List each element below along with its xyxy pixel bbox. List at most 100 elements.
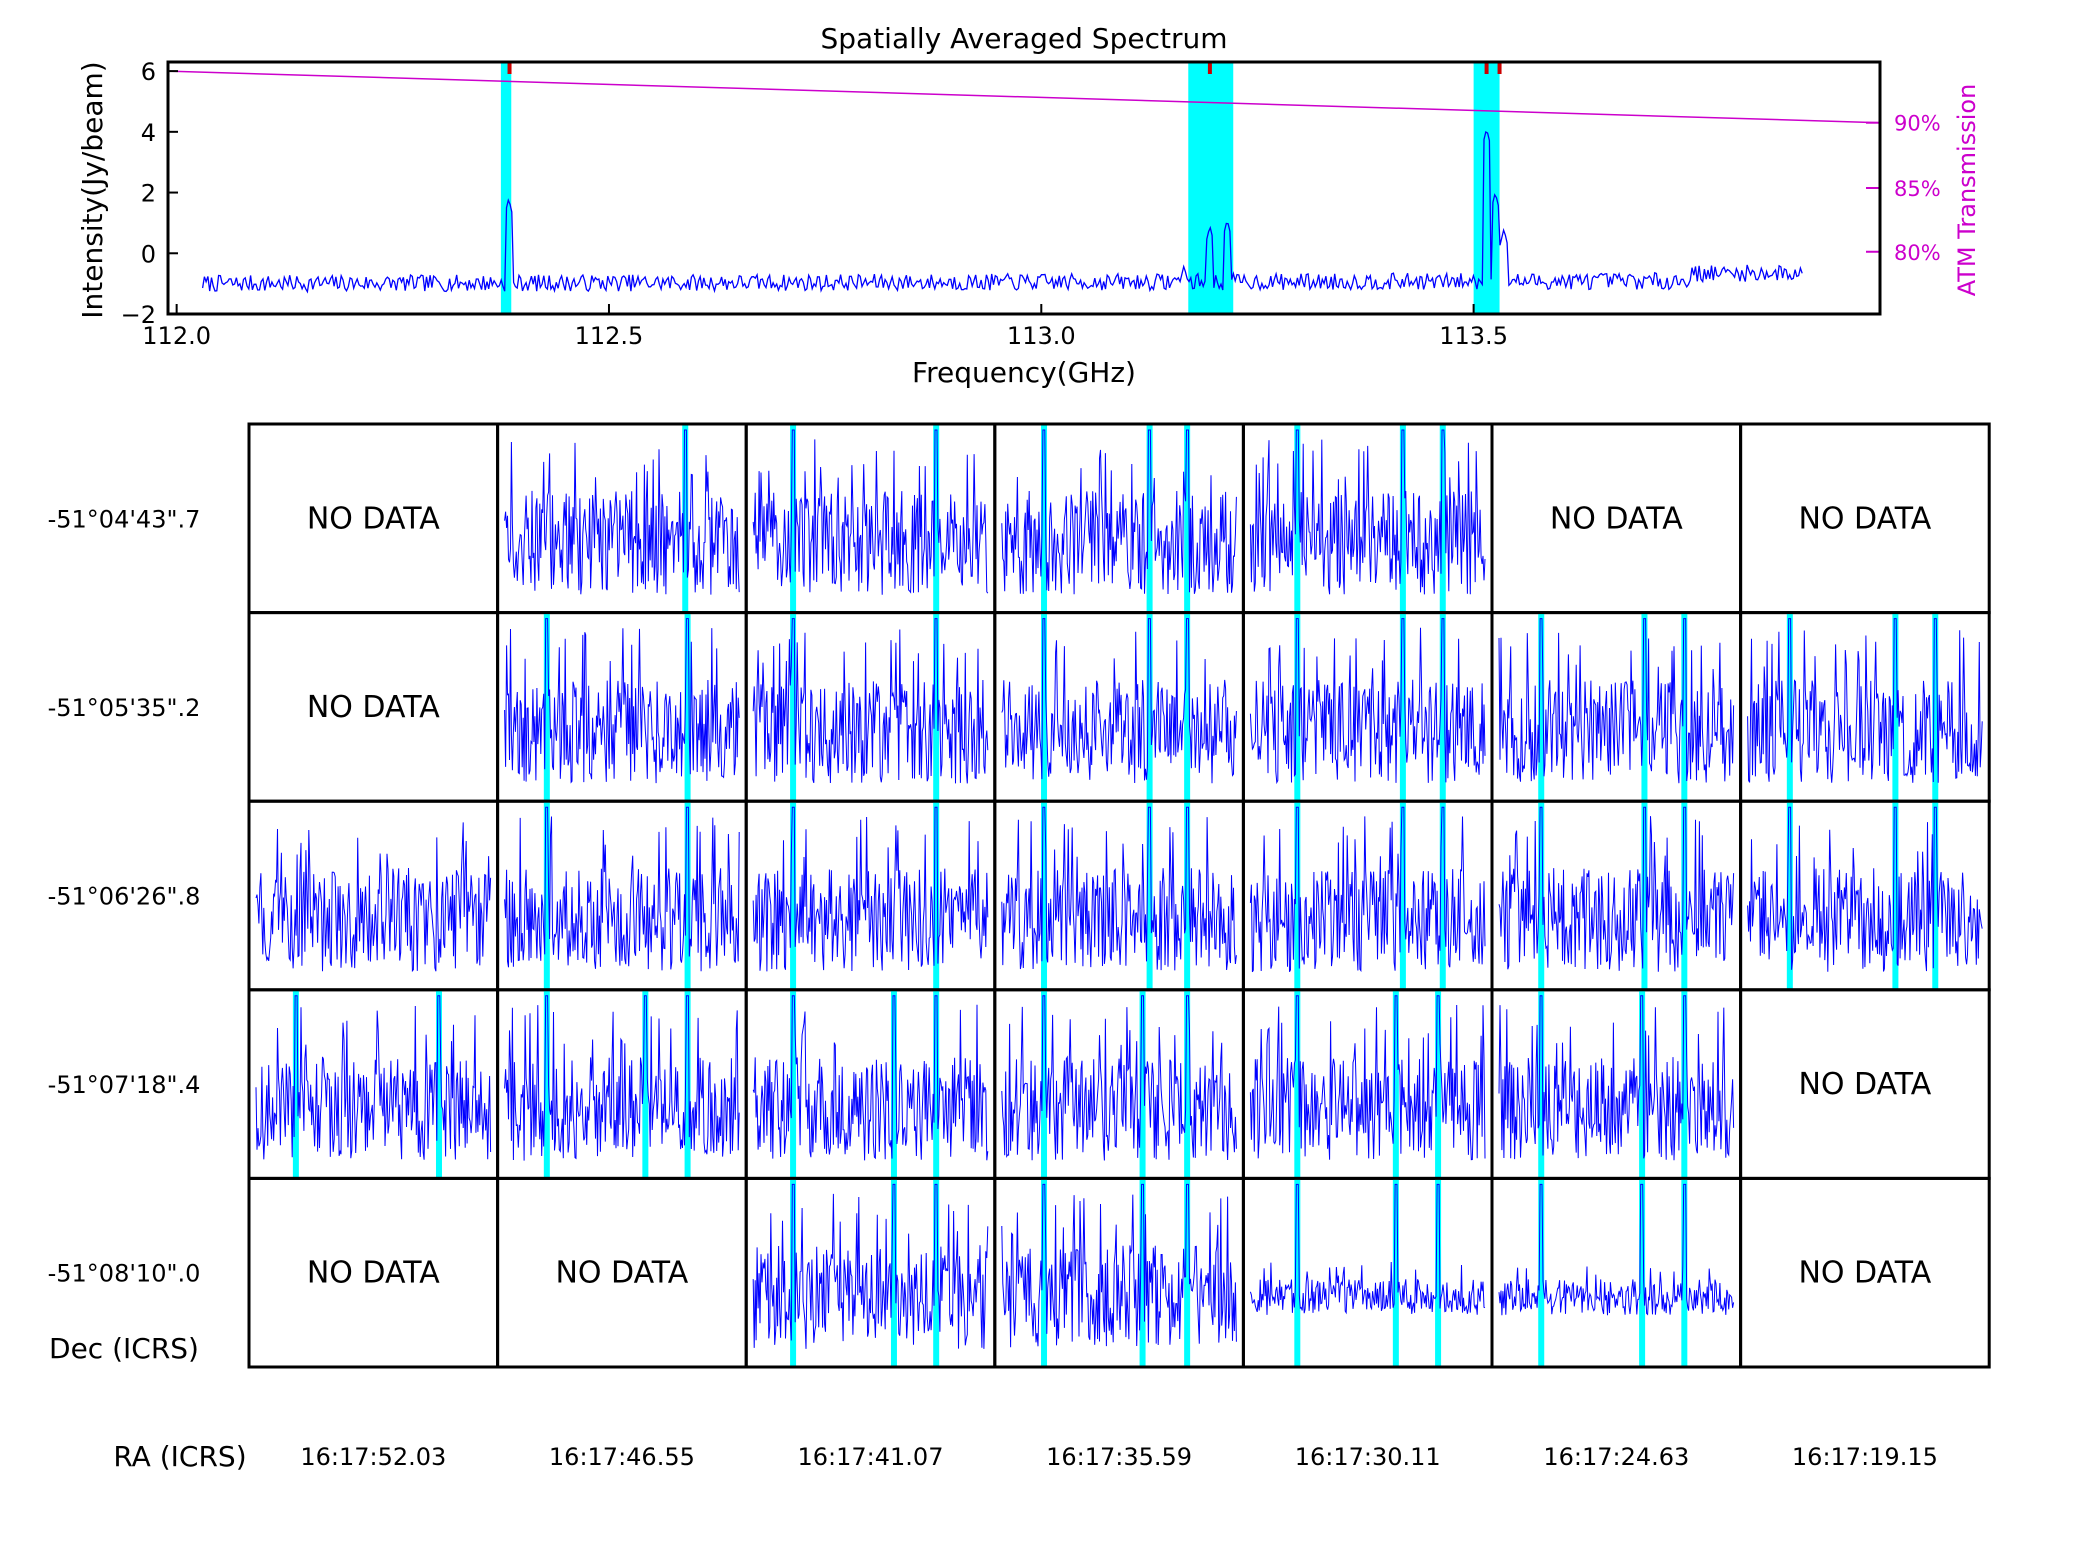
spectrum-trace — [1249, 618, 1486, 785]
spectrum-cell — [1490, 1176, 1743, 1369]
line-range-highlight — [790, 424, 797, 613]
x-tick-label-3: 113.5 — [1439, 322, 1508, 350]
spectrum-cell — [744, 611, 997, 803]
line-range-highlight — [1392, 1178, 1399, 1367]
cell-border — [1739, 1176, 1991, 1369]
spectrum-trace — [255, 822, 492, 973]
line-range-highlight — [1639, 989, 1646, 1179]
spectrum-trace — [752, 618, 989, 784]
atm-tick-label-0: 90% — [1894, 112, 1941, 136]
spectrum-cell — [1490, 988, 1743, 1180]
spectrum-cell — [1241, 799, 1494, 992]
spectrum-cell: NO DATA — [1739, 422, 1991, 615]
line-range-highlight — [1892, 801, 1899, 990]
line-range-highlight — [1538, 612, 1545, 802]
spectrum-cell — [744, 422, 997, 615]
line-range-highlight — [1932, 801, 1939, 990]
line-range-highlight — [933, 801, 940, 990]
spectrum-trace — [1498, 806, 1735, 972]
y-tick-label-4: 6 — [141, 58, 156, 86]
ra-label-3: 16:17:35.59 — [1046, 1443, 1192, 1471]
spectrum-cell — [496, 988, 748, 1180]
line-range-highlight — [1146, 801, 1153, 990]
cell-border — [744, 422, 997, 615]
line-range-highlight — [1681, 801, 1688, 990]
spectrum-cell — [744, 1176, 997, 1369]
line-range-highlight — [292, 989, 299, 1179]
line-range-highlight — [1641, 612, 1648, 802]
spectrum-trace — [1747, 806, 1983, 972]
line-range-highlight — [790, 801, 797, 990]
line-range-highlight — [1399, 801, 1406, 990]
spectrum-trace — [1001, 1183, 1237, 1348]
dec-label-4: -51°08'10".0 — [48, 1260, 201, 1288]
continuum-markers — [507, 62, 1502, 74]
line-range-highlight — [933, 1178, 940, 1367]
line-range-highlight — [1294, 1178, 1301, 1367]
ra-axis-label: RA (ICRS) — [113, 1440, 246, 1473]
spectrum-cell — [1241, 422, 1494, 615]
line-range-highlight — [1641, 801, 1648, 990]
line-range-highlight — [543, 989, 550, 1179]
line-range-highlight — [933, 424, 940, 613]
line-range-highlight — [790, 1178, 797, 1367]
spectrum-trace — [1498, 618, 1735, 784]
line-range-2 — [1473, 62, 1500, 314]
spectrum-trace — [1249, 429, 1486, 595]
line-range-highlights — [500, 62, 1500, 314]
spectrum-trace — [1249, 806, 1486, 973]
spectrum-trace — [752, 429, 989, 595]
dec-axis-label: Dec (ICRS) — [49, 1332, 199, 1365]
spectrum-cell — [1490, 611, 1743, 803]
line-range-highlight — [1294, 612, 1301, 802]
spectrum-cell — [496, 611, 748, 803]
line-range-highlight — [1538, 1178, 1545, 1367]
spectrum-trace — [1001, 995, 1237, 1161]
dec-labels: -51°04'43".7 -51°05'35".2 -51°06'26".8 -51°… — [48, 505, 201, 1287]
ra-label-0: 16:17:52.03 — [300, 1443, 446, 1471]
spectrum-trace — [1498, 995, 1735, 1161]
cell-border — [1490, 988, 1743, 1180]
spectrum-cell — [993, 422, 1245, 615]
spectrum-cell — [1241, 988, 1494, 1180]
spectrum-cell — [1241, 1176, 1494, 1369]
dec-label-0: -51°04'43".7 — [48, 505, 201, 533]
cell-border — [1241, 1176, 1494, 1369]
atm-transmission-line — [167, 70, 1881, 124]
dec-label-1: -51°05'35".2 — [48, 694, 201, 722]
line-range-1 — [1188, 62, 1234, 314]
no-data-label: NO DATA — [1798, 501, 1931, 536]
line-range-highlight — [1184, 1178, 1191, 1367]
spectrum-cell — [744, 799, 997, 992]
y-tick-label-3: 4 — [141, 119, 156, 147]
line-range-highlight — [1435, 989, 1442, 1179]
spectrum-trace — [255, 995, 492, 1160]
x-tick-label-2: 113.0 — [1007, 322, 1076, 350]
dec-label-2: -51°06'26".8 — [48, 883, 201, 911]
spectrum-trace — [752, 806, 989, 972]
line-range-highlight — [1041, 424, 1048, 613]
cell-border — [993, 1176, 1245, 1369]
spectrum-cell — [1490, 799, 1743, 992]
line-range-highlight — [543, 612, 550, 802]
spectrum-cell — [993, 988, 1245, 1180]
spectrum-cell — [993, 611, 1245, 803]
spectrum-cell: NO DATA — [1739, 988, 1991, 1180]
line-range-highlight — [1294, 801, 1301, 990]
line-range-highlight — [1184, 801, 1191, 990]
line-range-highlight — [1892, 612, 1899, 802]
spectrum-cell: NO DATA — [1739, 1176, 1991, 1369]
spectrum-frame — [166, 60, 1882, 316]
spectrum-trace — [1249, 1183, 1486, 1315]
line-range-highlight — [682, 424, 689, 613]
spectrum-trace — [752, 995, 989, 1161]
line-range-highlight — [1139, 989, 1146, 1179]
spectrum-cell — [1739, 611, 1991, 803]
spectrum-cell — [1241, 611, 1494, 803]
line-range-highlight — [1041, 612, 1048, 802]
line-range-highlight — [1146, 424, 1153, 613]
spectrum-trace — [1001, 429, 1237, 595]
spectrum-cell — [993, 1176, 1245, 1369]
line-range-highlight — [1139, 1178, 1146, 1367]
